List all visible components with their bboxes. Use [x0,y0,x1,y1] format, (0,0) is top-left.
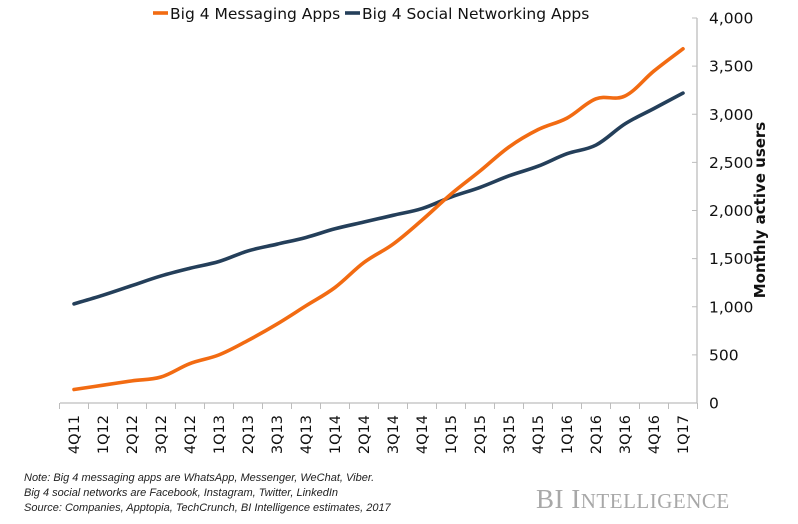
x-tick-label: 4Q15 [531,415,547,454]
x-tick-label: 1Q13 [212,415,228,454]
axes: 4Q11 1Q12 2Q12 3Q12 4Q12 1Q13 2Q13 3Q13 4Q13 1Q14… [59,10,769,454]
legend-item-social: Big 4 Social Networking Apps [345,5,589,23]
chart-notes: Note: Big 4 messaging apps are WhatsApp,… [24,471,391,516]
note-source: Source: Companies, Apptopia, TechCrunch,… [24,502,391,514]
series-line-social [72,91,685,306]
y-tick-label: 2,500 [709,154,753,172]
y-tick-label: 1,000 [709,298,753,316]
x-tick-label: 4Q16 [647,415,663,454]
brand-text-main: BI I [536,484,581,514]
x-tick-label: 1Q14 [328,415,344,454]
y-tick-label: 4,000 [709,10,753,28]
x-tick-label: 2Q14 [357,415,373,454]
brand-text-smallcaps: NTELLIGENCE [580,489,730,513]
x-tick-label: 2Q15 [473,415,489,454]
note-social: Big 4 social networks are Facebook, Inst… [24,487,339,499]
x-tick-label: 4Q11 [67,415,83,454]
legend-label: Big 4 Social Networking Apps [362,5,589,23]
y-tick-label: 2,000 [709,202,753,220]
x-tick-label: 1Q15 [444,415,460,454]
x-tick-label: 1Q12 [96,415,112,454]
x-tick-label: 2Q12 [125,415,141,454]
x-tick-label: 2Q13 [241,415,257,454]
y-tick-label: 3,500 [709,58,753,76]
y-tick-label: 0 [709,395,719,413]
series-group [72,47,685,392]
line-chart: Big 4 Messaging Apps Big 4 Social Network… [59,5,769,454]
y-tick-label: 1,500 [709,250,753,268]
x-tick-label: 3Q14 [386,415,402,454]
legend-item-messaging: Big 4 Messaging Apps [153,5,340,23]
y-tick-label: 500 [709,346,739,364]
series-line-messaging [72,47,685,392]
x-tick-label: 3Q13 [270,415,286,454]
x-tick-label: 1Q16 [560,415,576,454]
y-tick-label: 3,000 [709,106,753,124]
x-tick-label: 4Q12 [183,415,199,454]
x-tick-label: 3Q15 [502,415,518,454]
brand-logo: BI INTELLIGENCE [536,484,730,515]
x-tick-label: 3Q12 [154,415,170,454]
x-tick-label: 3Q16 [618,415,634,454]
x-tick-label: 1Q17 [676,415,692,454]
note-messaging: Note: Big 4 messaging apps are WhatsApp,… [24,472,375,484]
legend-label: Big 4 Messaging Apps [170,5,340,23]
legend: Big 4 Messaging Apps Big 4 Social Network… [153,5,589,23]
x-tick-label: 4Q13 [299,415,315,454]
x-tick-label: 4Q14 [415,415,431,454]
y-axis-label: Monthly active users [751,122,769,299]
x-tick-label: 2Q16 [589,415,605,454]
